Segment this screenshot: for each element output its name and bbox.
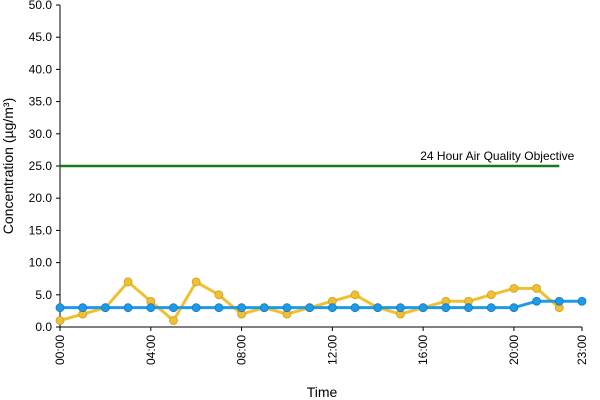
x-axis-label: Time bbox=[307, 384, 338, 400]
x-tick-label: 12:00 bbox=[325, 335, 339, 365]
data-point bbox=[100, 303, 110, 313]
data-point bbox=[532, 296, 542, 306]
data-point bbox=[214, 290, 224, 300]
data-point bbox=[350, 303, 360, 313]
x-tick-label: 08:00 bbox=[235, 335, 249, 365]
y-tick-label: 15.0 bbox=[29, 223, 53, 237]
data-point bbox=[396, 303, 405, 313]
data-point bbox=[327, 303, 337, 313]
data-point bbox=[486, 303, 496, 313]
y-tick-label: 0.0 bbox=[35, 320, 52, 334]
objective-label: 24 Hour Air Quality Objective bbox=[420, 149, 574, 163]
data-point bbox=[214, 303, 224, 313]
x-tick-label: 04:00 bbox=[144, 335, 158, 365]
data-point bbox=[350, 290, 360, 300]
y-tick-label: 20.0 bbox=[29, 191, 53, 205]
y-tick-label: 50.0 bbox=[29, 0, 53, 12]
y-tick-label: 10.0 bbox=[29, 256, 53, 270]
x-tick-label: 00:00 bbox=[53, 335, 67, 365]
data-point bbox=[418, 303, 428, 313]
y-tick-label: 25.0 bbox=[29, 159, 53, 173]
data-point bbox=[78, 303, 88, 313]
series-line bbox=[59, 279, 561, 323]
data-point bbox=[577, 296, 587, 306]
data-point bbox=[169, 303, 178, 313]
y-tick-label: 45.0 bbox=[29, 30, 53, 44]
data-point bbox=[169, 316, 178, 325]
data-point bbox=[509, 303, 519, 313]
data-point bbox=[55, 303, 65, 313]
data-point bbox=[441, 303, 451, 313]
data-point bbox=[554, 296, 564, 306]
data-point bbox=[259, 303, 269, 313]
y-tick-label: 5.0 bbox=[35, 288, 52, 302]
data-point bbox=[509, 283, 519, 293]
y-tick-label: 35.0 bbox=[29, 95, 53, 109]
data-point bbox=[282, 303, 292, 313]
x-tick-label: 23:00 bbox=[575, 335, 589, 365]
data-point bbox=[123, 277, 133, 287]
data-point bbox=[486, 290, 496, 300]
y-tick-label: 30.0 bbox=[29, 127, 53, 141]
y-axis-label: Concentration (µg/m³) bbox=[0, 98, 16, 234]
data-point bbox=[191, 277, 201, 287]
x-tick-label: 20:00 bbox=[507, 335, 521, 365]
data-point bbox=[191, 303, 201, 313]
x-tick-label: 16:00 bbox=[416, 335, 430, 365]
data-point bbox=[55, 316, 65, 325]
y-tick-label: 40.0 bbox=[29, 62, 53, 76]
data-point bbox=[373, 303, 383, 313]
data-point bbox=[532, 283, 542, 293]
data-point bbox=[305, 303, 315, 313]
data-point bbox=[123, 303, 133, 313]
data-point bbox=[146, 303, 156, 313]
data-point bbox=[464, 303, 473, 313]
data-point bbox=[237, 303, 246, 313]
